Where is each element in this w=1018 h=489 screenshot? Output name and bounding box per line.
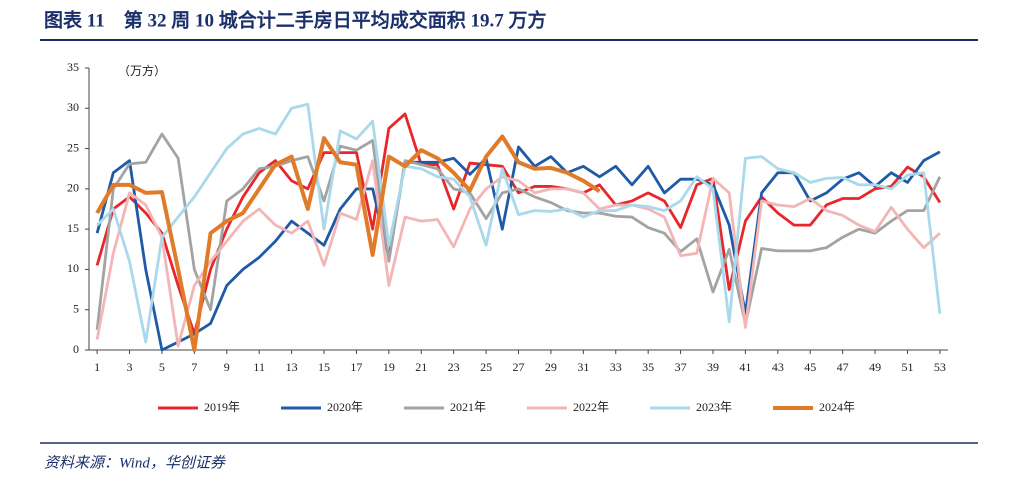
series-line bbox=[95, 132, 942, 331]
x-tick-label: 37 bbox=[675, 360, 687, 374]
series-line bbox=[95, 159, 941, 348]
series-line bbox=[95, 112, 942, 336]
x-tick-label: 51 bbox=[901, 360, 913, 374]
x-tick-label: 39 bbox=[707, 360, 719, 374]
y-tick-label: 20 bbox=[67, 181, 79, 195]
series-line bbox=[96, 102, 942, 344]
x-tick-label: 45 bbox=[804, 360, 816, 374]
x-tick-label: 11 bbox=[253, 360, 265, 374]
y-tick-label: 30 bbox=[67, 100, 79, 114]
x-tick-label: 43 bbox=[772, 360, 784, 374]
x-tick-label: 13 bbox=[286, 360, 298, 374]
x-tick-label: 49 bbox=[869, 360, 881, 374]
x-tick-label: 25 bbox=[480, 360, 492, 374]
source: 资料来源：Wind，华创证券 bbox=[44, 454, 226, 471]
x-tick-label: 41 bbox=[739, 360, 751, 374]
x-tick-label: 3 bbox=[127, 360, 133, 374]
x-tick-label: 5 bbox=[159, 360, 165, 374]
x-tick-label: 19 bbox=[383, 360, 395, 374]
y-tick-label: 25 bbox=[67, 140, 79, 154]
x-tick-label: 1 bbox=[94, 360, 100, 374]
x-tick-label: 21 bbox=[415, 360, 427, 374]
series-line bbox=[95, 134, 601, 352]
y-tick-label: 35 bbox=[67, 60, 79, 74]
x-tick-label: 15 bbox=[318, 360, 330, 374]
y-tick-label: 10 bbox=[67, 261, 79, 275]
chart-title: 图表 11 第 32 周 10 城合计二手房日平均成交面积 19.7 万方 bbox=[44, 8, 546, 31]
x-tick-label: 47 bbox=[837, 360, 849, 374]
y-tick-label: 15 bbox=[67, 221, 79, 235]
y-axis-label: （万方） bbox=[118, 63, 166, 78]
x-tick-label: 7 bbox=[191, 360, 197, 374]
x-tick-label: 17 bbox=[350, 360, 362, 374]
legend-label: 2019年 bbox=[204, 400, 240, 414]
legend-label: 2021年 bbox=[450, 400, 486, 414]
legend-label: 2020年 bbox=[327, 400, 363, 414]
x-tick-label: 35 bbox=[642, 360, 654, 374]
x-tick-label: 27 bbox=[513, 360, 525, 374]
x-tick-label: 29 bbox=[545, 360, 557, 374]
y-tick-label: 5 bbox=[73, 301, 79, 315]
legend-label: 2024年 bbox=[819, 400, 855, 414]
x-tick-label: 31 bbox=[577, 360, 589, 374]
series-line bbox=[95, 145, 941, 352]
x-tick-label: 9 bbox=[224, 360, 230, 374]
legend-label: 2022年 bbox=[573, 400, 609, 414]
x-tick-label: 23 bbox=[448, 360, 460, 374]
x-tick-label: 33 bbox=[610, 360, 622, 374]
legend-label: 2023年 bbox=[696, 400, 732, 414]
y-tick-label: 0 bbox=[73, 342, 79, 356]
x-tick-label: 53 bbox=[934, 360, 946, 374]
